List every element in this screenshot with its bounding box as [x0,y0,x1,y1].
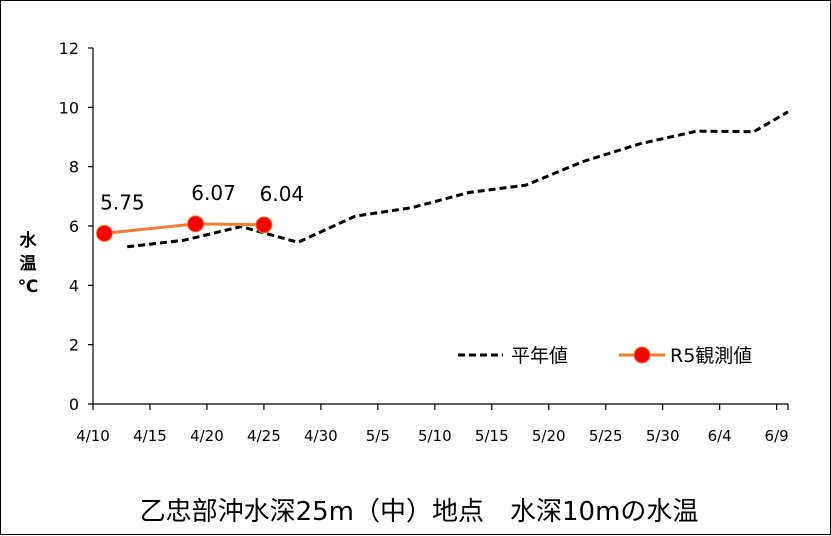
x-tick-label: 5/25 [589,427,623,445]
data-label-layer: 5.75 6.07 6.04 [100,181,304,214]
legend: 平年値 R5観測値 [458,345,752,367]
data-label: 6.07 [191,181,236,205]
y-tick-label: 8 [69,158,79,177]
x-tick-label: 6/9 [765,427,789,445]
data-label: 5.75 [100,190,145,214]
x-axis: 4/10 4/15 4/20 4/25 4/30 5/5 5/10 5/15 5/20 5/25 5… [76,403,789,445]
data-point-marker [255,216,273,234]
legend-label-normal: 平年値 [511,345,568,367]
x-tick-label: 5/10 [418,427,452,445]
legend-marker-observed [633,346,651,364]
y-axis-label: 水温 ℃ [18,230,39,297]
y-axis: 0 2 4 6 8 10 12 [59,39,94,414]
y-tick-label: 12 [59,39,79,58]
x-tick-label: 4/20 [190,427,224,445]
y-axis-label-char: 水 [20,230,38,251]
x-tick-label: 5/15 [475,427,509,445]
x-tick-label: 4/30 [304,427,338,445]
y-axis-label-char: ℃ [18,277,39,297]
y-tick-label: 6 [69,217,79,236]
y-tick-label: 0 [69,395,79,414]
x-tick-label: 5/20 [532,427,566,445]
series-line-normal [127,110,789,249]
x-tick-label: 4/15 [133,427,167,445]
y-tick-label: 10 [59,98,79,117]
series-line-observed [104,222,264,235]
data-point-marker [187,215,205,233]
y-tick-label: 2 [69,336,79,355]
data-point-marker [95,224,113,242]
x-tick-label: 4/25 [247,427,281,445]
data-label: 6.04 [260,182,305,206]
legend-label-observed: R5観測値 [670,345,752,367]
x-tick-label: 5/5 [366,427,390,445]
series-layer [95,110,789,249]
y-tick-label: 4 [69,276,79,295]
x-tick-label: 4/10 [76,427,110,445]
x-tick-label: 6/4 [708,427,732,445]
y-axis-label-char: 温 [20,254,37,274]
chart-title: 乙忠部沖水深25m（中）地点 水深10mの水温 [140,497,699,527]
x-tick-label: 5/30 [646,427,680,445]
